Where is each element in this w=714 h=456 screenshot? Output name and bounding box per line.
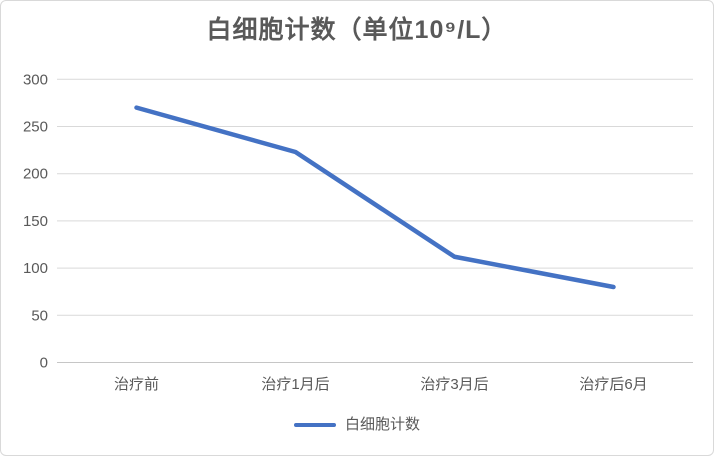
x-category-label: 治疗前	[114, 376, 159, 393]
y-tick-label: 50	[31, 307, 48, 324]
legend-series-label: 白细胞计数	[344, 416, 420, 433]
y-tick-label: 150	[23, 213, 48, 230]
y-tick-label: 300	[23, 71, 48, 88]
y-tick-label: 0	[40, 355, 48, 372]
y-tick-label: 100	[23, 260, 48, 277]
x-category-label: 治疗1月后	[261, 376, 329, 393]
y-tick-label: 250	[23, 119, 48, 136]
legend: 白细胞计数	[1, 417, 713, 432]
legend-line-swatch	[293, 422, 336, 427]
series-line	[134, 105, 616, 290]
chart-title: 白细胞计数（单位10⁹/L）	[206, 16, 508, 44]
x-category-label: 治疗后6月	[579, 376, 647, 393]
x-category-label: 治疗3月后	[420, 376, 488, 393]
y-tick-label: 200	[23, 166, 48, 183]
